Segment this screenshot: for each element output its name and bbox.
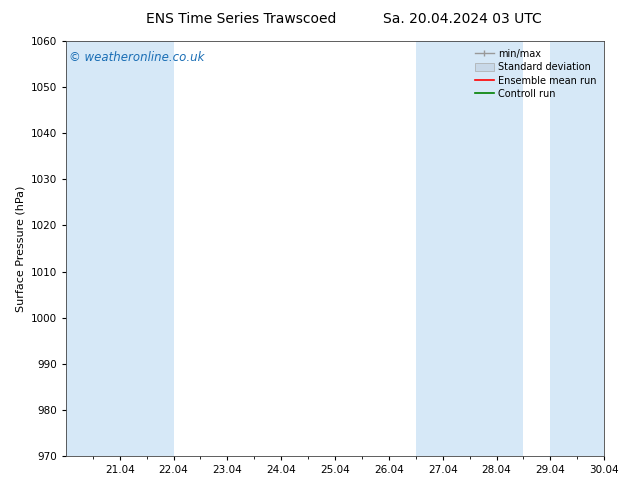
Text: Sa. 20.04.2024 03 UTC: Sa. 20.04.2024 03 UTC [384,12,542,26]
Text: © weatheronline.co.uk: © weatheronline.co.uk [68,51,204,64]
Bar [550,41,604,456]
Y-axis label: Surface Pressure (hPa): Surface Pressure (hPa) [15,185,25,312]
Bar [120,41,174,456]
Bar [470,41,524,456]
Text: ENS Time Series Trawscoed: ENS Time Series Trawscoed [146,12,336,26]
Bar [66,41,120,456]
Legend: min/max, Standard deviation, Ensemble mean run, Controll run: min/max, Standard deviation, Ensemble me… [472,46,599,102]
Bar [416,41,470,456]
